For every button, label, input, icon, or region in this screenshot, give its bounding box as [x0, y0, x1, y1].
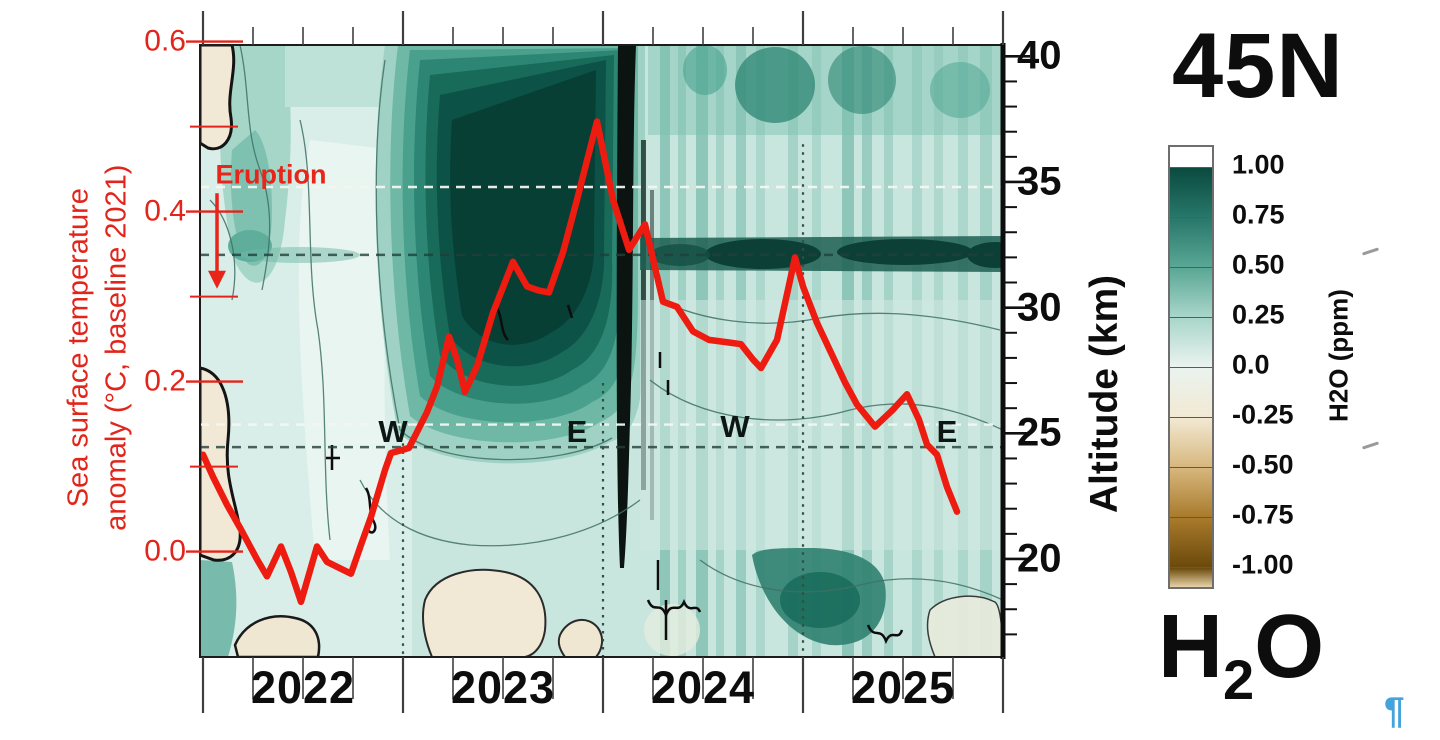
contour-lines [209, 45, 1003, 601]
qbo-phase-label: E [937, 414, 958, 449]
sst-tick-label: 0.0 [144, 533, 186, 567]
colorbar-tick-label: 0.0 [1232, 349, 1270, 380]
species-subscript: 2 [1223, 648, 1255, 711]
colorbar-tick-label: 0.75 [1232, 199, 1285, 230]
colorbar [1168, 145, 1214, 589]
species-base: H [1158, 597, 1223, 697]
species-tail: O [1254, 597, 1325, 697]
year-tick-label: 2023 [450, 662, 556, 713]
sst-line-layer [200, 118, 961, 606]
colorbar-tick-label: 0.50 [1232, 249, 1285, 280]
colorbar-over-cap [1170, 147, 1212, 167]
colorbar-segment [1170, 267, 1212, 317]
gridlines [200, 144, 1003, 657]
colorbar-segment [1170, 517, 1212, 567]
altitude-tick-label: 35 [1017, 159, 1062, 204]
colorbar-segment [1170, 417, 1212, 467]
altitude-tick-label: 20 [1017, 536, 1062, 581]
colorbar-tick-label: 0.25 [1232, 299, 1285, 330]
altitude-tick-label: 25 [1017, 410, 1062, 455]
colorbar-tick-label: -0.75 [1232, 499, 1294, 530]
contour-field [200, 45, 1003, 657]
axis-ticks [186, 11, 1030, 713]
eruption-arrow-head [208, 270, 226, 289]
colorbar-segment [1170, 467, 1212, 517]
qbo-phase-label: W [720, 409, 750, 444]
left-axis-title-line1: Sea surface temperature [62, 188, 95, 508]
colorbar-tick-label: -1.00 [1232, 549, 1294, 580]
sst-anomaly-line [200, 118, 961, 606]
colorbar-segment [1170, 167, 1212, 217]
colorbar-title: H2O (ppm) [1323, 289, 1354, 422]
colorbar-under-cap [1170, 567, 1212, 587]
pilcrow-mark: ¶ [1384, 690, 1405, 731]
altitude-tick-label: 40 [1017, 33, 1062, 78]
sst-tick-label: 0.4 [144, 193, 186, 227]
eruption-label: Eruption [216, 159, 327, 189]
colorbar-segment [1170, 317, 1212, 367]
left-axis-title: Sea surface temperature anomaly (°C, bas… [60, 28, 135, 668]
annotations-layer: W E W E Eruption [208, 159, 958, 449]
species-label: H2O [1158, 596, 1325, 711]
colorbar-tick-label: 1.00 [1232, 149, 1285, 180]
colorbar-tick-label: -0.25 [1232, 399, 1294, 430]
panel-title: 45N [1172, 15, 1344, 117]
qbo-phase-label: E [567, 414, 588, 449]
sst-tick-label: 0.6 [144, 23, 186, 57]
colorbar-segment [1170, 217, 1212, 267]
right-axis-title: Altitude (km) [1083, 274, 1126, 514]
year-tick-label: 2022 [250, 662, 356, 713]
qbo-phase-label: W [378, 414, 408, 449]
colorbar-segment [1170, 367, 1212, 417]
year-tick-label: 2025 [850, 662, 956, 713]
altitude-tick-label: 30 [1017, 285, 1062, 330]
sst-tick-label: 0.2 [144, 363, 186, 397]
year-tick-label: 2024 [650, 662, 756, 713]
contour-marks [326, 304, 904, 645]
colorbar-tick-label: -0.50 [1232, 449, 1294, 480]
